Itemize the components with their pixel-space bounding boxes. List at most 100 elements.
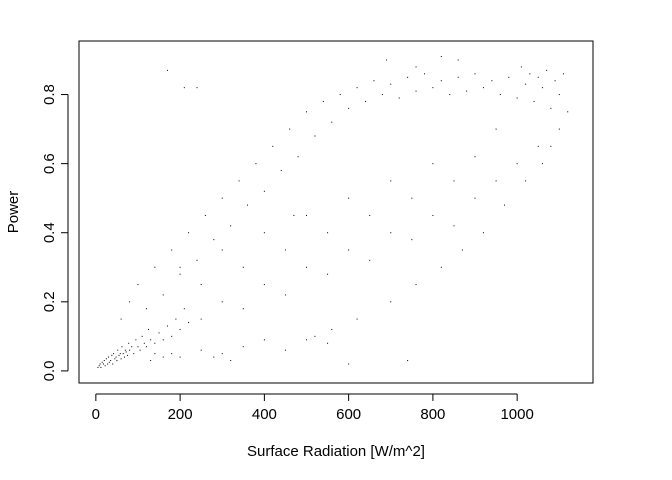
data-point [196, 87, 198, 89]
data-point [546, 69, 548, 71]
data-point [348, 363, 350, 365]
data-point [200, 349, 202, 351]
data-point [100, 366, 102, 368]
data-point [162, 339, 164, 341]
data-point [461, 249, 463, 251]
data-point [148, 328, 150, 330]
data-point [373, 80, 375, 82]
data-point [541, 163, 543, 165]
data-point [516, 163, 518, 165]
scatter-points [97, 56, 569, 368]
data-point [516, 97, 518, 99]
data-point [499, 94, 501, 96]
y-tick-label: 0.4 [41, 222, 58, 243]
data-point [110, 360, 112, 362]
data-point [474, 197, 476, 199]
data-point [495, 128, 497, 130]
data-point [466, 90, 468, 92]
data-point [230, 360, 232, 362]
x-axis: 0 200 400 600 800 1000 [92, 393, 534, 423]
data-point [118, 354, 120, 356]
data-point [411, 197, 413, 199]
data-point [263, 190, 265, 192]
data-point [381, 94, 383, 96]
data-point [339, 94, 341, 96]
data-point [171, 353, 173, 355]
data-point [135, 339, 137, 341]
y-axis-label: Power [5, 191, 22, 234]
data-point [415, 90, 417, 92]
data-point [537, 145, 539, 147]
data-point [263, 339, 265, 341]
data-point [179, 266, 181, 268]
data-point [558, 94, 560, 96]
data-point [520, 66, 522, 68]
data-point [306, 214, 308, 216]
data-point [482, 87, 484, 89]
data-point [104, 365, 106, 367]
data-point [263, 284, 265, 286]
data-point [474, 156, 476, 158]
data-point [423, 73, 425, 75]
data-point [124, 356, 125, 358]
x-tick-label: 1000 [500, 406, 533, 423]
data-point [154, 266, 156, 268]
data-point [440, 80, 442, 82]
data-point [114, 358, 116, 360]
data-point [111, 354, 113, 356]
data-point [356, 318, 358, 320]
data-point [432, 163, 434, 165]
x-tick-label: 200 [168, 406, 193, 423]
data-point [348, 107, 350, 109]
data-point [129, 349, 131, 351]
data-point [482, 232, 484, 234]
data-point [131, 346, 133, 348]
x-tick-label: 0 [92, 406, 100, 423]
data-point [474, 73, 476, 75]
data-point [221, 353, 223, 355]
data-point [162, 294, 164, 296]
data-point [457, 76, 459, 78]
data-point [120, 318, 122, 320]
data-point [255, 163, 257, 165]
data-point [457, 59, 459, 61]
data-point [200, 318, 202, 320]
data-point [390, 301, 392, 303]
data-point [143, 342, 145, 344]
data-point [306, 111, 308, 113]
y-tick-label: 0.6 [41, 153, 58, 174]
data-point [179, 356, 181, 358]
data-point [314, 335, 316, 337]
data-point [166, 325, 168, 327]
data-point [175, 318, 177, 320]
data-point [129, 301, 131, 303]
data-point [238, 180, 240, 182]
data-point [162, 356, 164, 358]
data-point [415, 66, 417, 68]
data-point [558, 128, 560, 130]
data-point [390, 180, 392, 182]
data-point [158, 332, 160, 334]
data-point [171, 249, 173, 251]
data-point [306, 266, 308, 268]
data-point [432, 87, 434, 89]
data-point [525, 180, 527, 182]
data-point [407, 360, 409, 362]
data-point [364, 100, 366, 102]
data-point [99, 363, 101, 365]
y-tick-label: 0.8 [41, 84, 58, 105]
data-point [128, 342, 130, 344]
data-point [390, 232, 392, 234]
data-point [386, 59, 388, 61]
data-point [554, 80, 556, 82]
data-point [154, 342, 156, 344]
data-point [327, 232, 329, 234]
y-axis: 0.0 0.2 0.4 0.6 0.8 [41, 84, 69, 381]
data-point [284, 294, 286, 296]
data-point [221, 301, 223, 303]
data-point [550, 107, 552, 109]
data-point [272, 145, 274, 147]
data-point [126, 354, 128, 356]
data-point [150, 360, 152, 362]
